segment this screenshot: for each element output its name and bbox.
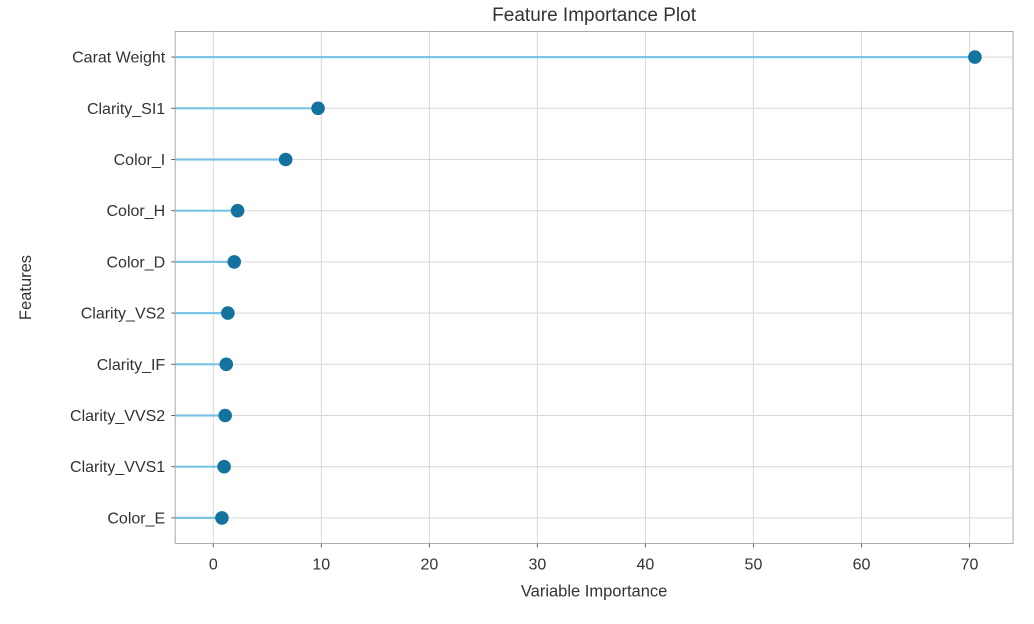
svg-text:Clarity_SI1: Clarity_SI1 — [87, 101, 165, 118]
svg-text:50: 50 — [745, 557, 763, 574]
svg-text:Clarity_VVS2: Clarity_VVS2 — [70, 408, 165, 425]
svg-text:Clarity_VVS1: Clarity_VVS1 — [70, 459, 165, 476]
svg-text:Clarity_VS2: Clarity_VS2 — [81, 306, 166, 323]
svg-text:Variable Importance: Variable Importance — [521, 583, 667, 601]
svg-text:20: 20 — [420, 557, 438, 574]
svg-text:Carat Weight: Carat Weight — [72, 50, 166, 67]
svg-text:40: 40 — [637, 557, 655, 574]
svg-text:60: 60 — [853, 557, 871, 574]
svg-text:70: 70 — [961, 557, 979, 574]
svg-text:10: 10 — [312, 557, 330, 574]
svg-text:Color_I: Color_I — [114, 152, 166, 169]
svg-text:Features: Features — [17, 255, 35, 320]
svg-text:Color_D: Color_D — [107, 254, 166, 271]
svg-text:Color_H: Color_H — [107, 203, 166, 220]
svg-text:30: 30 — [528, 557, 546, 574]
svg-text:0: 0 — [209, 557, 218, 574]
svg-text:Feature Importance Plot: Feature Importance Plot — [492, 5, 697, 26]
svg-text:Clarity_IF: Clarity_IF — [97, 357, 166, 374]
svg-text:Color_E: Color_E — [107, 510, 165, 527]
